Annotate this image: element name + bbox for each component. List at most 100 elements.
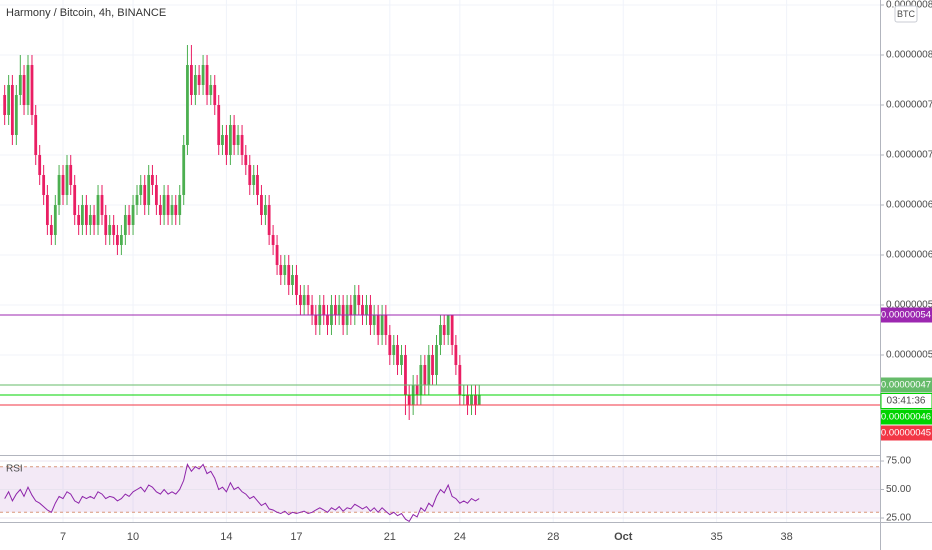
candle-body [182, 145, 186, 195]
x-tick-label: 14 [220, 531, 232, 543]
candle-body [236, 135, 240, 145]
price-label-box [881, 377, 932, 393]
candle-body [127, 215, 131, 225]
candle-body [42, 175, 46, 195]
candle-body [248, 165, 252, 185]
candle-body [174, 205, 178, 215]
candle-body [96, 195, 100, 225]
candle-body [415, 385, 419, 395]
price-label: 0.00000045 [881, 428, 931, 439]
candle-body [100, 195, 104, 215]
candle-body [295, 275, 298, 295]
currency-box[interactable] [894, 5, 918, 23]
candle-body [446, 315, 450, 335]
x-tick-label: 35 [710, 531, 722, 543]
candle-body [349, 305, 353, 315]
candle-body [256, 175, 259, 195]
candle-body [388, 335, 392, 355]
candle-body [61, 175, 65, 195]
candle-body [135, 195, 139, 205]
candle-body [10, 85, 14, 135]
countdown-box [880, 393, 932, 409]
candle-body [458, 365, 462, 395]
candle-body [108, 225, 112, 235]
candle-body [57, 175, 61, 205]
candle-body [419, 365, 423, 395]
x-tick-label: 24 [454, 531, 466, 543]
candle-body [407, 395, 411, 405]
price-label: 0.00000046 [881, 412, 931, 423]
x-tick-label: 7 [60, 531, 66, 543]
candle-body [178, 195, 182, 215]
currency[interactable]: BTC [897, 9, 916, 19]
candle-body [119, 235, 123, 245]
candle-body [264, 205, 267, 215]
price-label: 0.00000047 [881, 380, 931, 391]
rsi-tick-label: 75.00 [886, 456, 911, 467]
candle-body [77, 215, 81, 225]
candle-body [154, 185, 158, 205]
candle-body [131, 205, 135, 225]
candle-body [252, 175, 256, 185]
candle-body [186, 65, 189, 145]
candle-body [201, 65, 205, 85]
candle-body [205, 65, 209, 95]
candle-body [267, 205, 271, 235]
candle-body [30, 65, 34, 115]
candle-body [337, 305, 341, 315]
x-tick-label: 21 [384, 531, 396, 543]
x-tick-label: Oct [614, 531, 633, 543]
candle-body [225, 135, 228, 155]
candle-body [396, 345, 399, 365]
y-tick-label: 0.00000085 [886, 0, 932, 11]
candle-body [221, 135, 224, 145]
candle-body [143, 185, 147, 205]
candle-body [88, 215, 92, 225]
candle-body [112, 225, 116, 235]
candle-body [271, 235, 275, 245]
candle-body [310, 305, 314, 315]
candle-body [84, 205, 88, 225]
y-tick-label: 0.00000075 [886, 100, 932, 111]
rsi-tick-label: 25.00 [886, 513, 911, 524]
candle-body [80, 205, 84, 225]
candle-body [18, 75, 22, 95]
rsi-label: RSI [6, 464, 23, 475]
candle-body [244, 155, 248, 165]
candle-body [228, 125, 232, 155]
candle-body [427, 355, 431, 385]
candle-body [392, 345, 396, 355]
x-tick-label: 28 [547, 531, 559, 543]
y-tick-label: 0.00000055 [886, 300, 932, 311]
candle-body [314, 315, 318, 325]
price-labels: 0.00000054 0.00000047 03:41:36 0.00000046 0.… [880, 307, 932, 441]
price-label: 0.00000054 [881, 310, 931, 321]
price-label-box [881, 409, 932, 425]
rsi-line [4, 463, 480, 522]
candle-body [291, 275, 294, 285]
x-tick-label: 38 [781, 531, 793, 543]
candle-body [190, 65, 193, 95]
candle-body [45, 195, 49, 225]
price-lines [0, 314, 880, 406]
candle-body [404, 355, 407, 395]
candle-body [283, 265, 287, 275]
candle-body [162, 195, 166, 215]
candle-body [26, 65, 30, 105]
candle-body [73, 185, 77, 215]
candle-body [197, 75, 201, 85]
candle-body [400, 355, 403, 365]
chart-title: Harmony / Bitcoin, 4h, BINANCE [6, 7, 166, 19]
candle-body [477, 395, 481, 405]
candle-body [34, 115, 38, 155]
candle-body [442, 325, 446, 335]
candle-body [158, 205, 162, 215]
candle-body [213, 85, 217, 105]
candle-body [474, 395, 477, 405]
